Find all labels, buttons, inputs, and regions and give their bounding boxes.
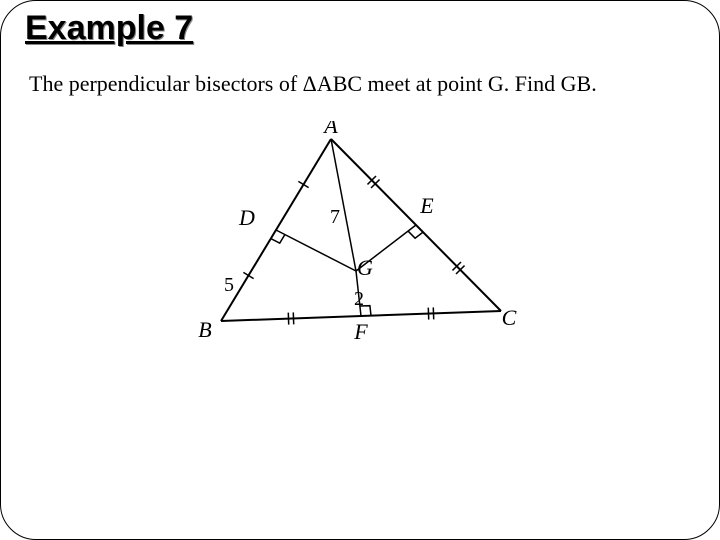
svg-text:7: 7 [330,206,340,228]
triangle-diagram: A B C D E F G 7 2 5 [191,121,531,361]
slide-frame: Example 7 The perpendicular bisectors of… [0,0,720,540]
svg-text:B: B [198,317,211,342]
example-title: Example 7 [25,9,193,48]
svg-text:C: C [502,305,517,330]
problem-text: The perpendicular bisectors of ΔABC meet… [29,71,597,97]
svg-text:D: D [238,205,255,230]
svg-text:5: 5 [224,274,234,296]
svg-text:E: E [419,193,434,218]
svg-text:A: A [322,121,338,138]
svg-text:F: F [353,319,368,344]
svg-text:2: 2 [354,288,364,310]
svg-text:G: G [357,255,373,280]
